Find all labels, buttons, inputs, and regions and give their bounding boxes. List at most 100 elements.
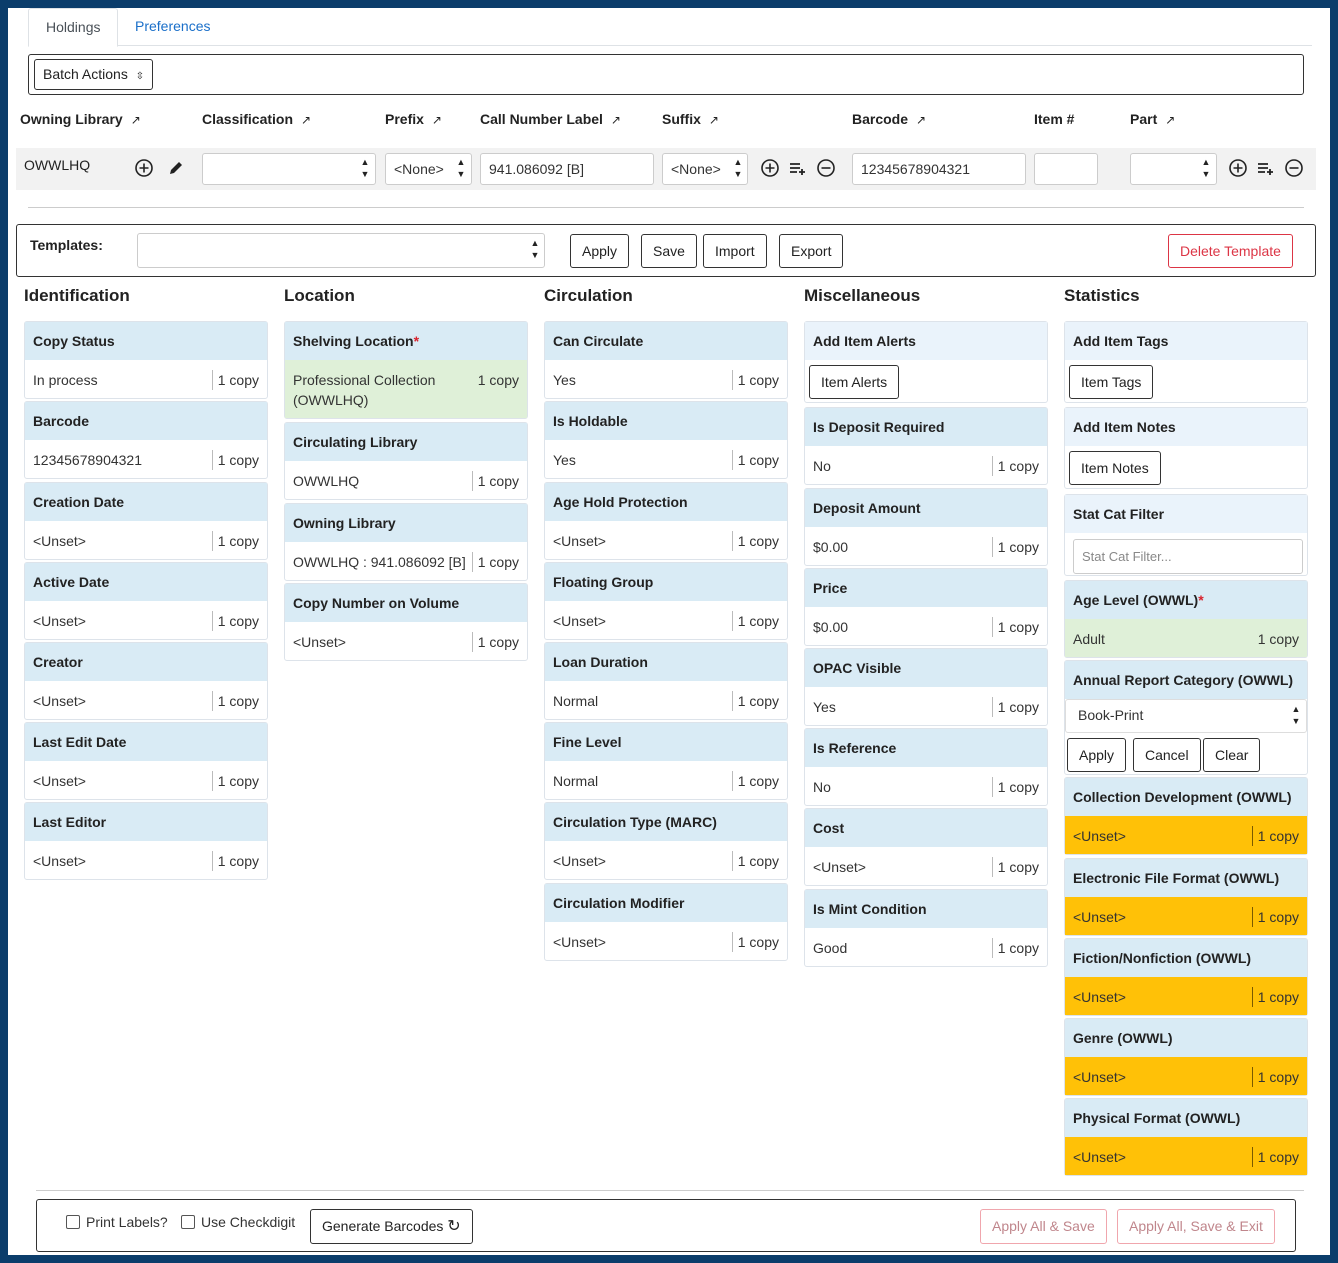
field-card[interactable]: Can Circulate Yes 1 copy <box>544 321 788 399</box>
export-template-button[interactable]: Export <box>779 234 844 268</box>
field-card[interactable]: Copy Status In process 1 copy <box>24 321 268 399</box>
barcode-input[interactable]: 12345678904321 <box>852 153 1026 185</box>
field-card[interactable]: Fiction/Nonfiction (OWWL) <Unset> 1 copy <box>1064 938 1308 1016</box>
field-card[interactable]: Copy Number on Volume <Unset> 1 copy <box>284 583 528 661</box>
field-label: Last Editor <box>25 803 267 841</box>
generate-barcodes-button[interactable]: Generate Barcodes ↻ <box>310 1209 473 1244</box>
field-card[interactable]: Age Level (OWWL)* Adult 1 copy <box>1064 580 1308 658</box>
field-card[interactable]: Shelving Location* Professional Collectio… <box>284 321 528 419</box>
header-prefix[interactable]: Prefix ↗ <box>385 111 442 127</box>
field-card[interactable]: Active Date <Unset> 1 copy <box>24 562 268 640</box>
copy-count: 1 copy <box>211 531 259 551</box>
copy-count: 1 copy <box>1251 907 1299 927</box>
field-card[interactable]: Owning Library OWWLHQ : 941.086092 [B] 1 c… <box>284 503 528 581</box>
divider <box>36 1190 1304 1191</box>
header-barcode[interactable]: Barcode ↗ <box>852 111 926 127</box>
field-card[interactable]: Is Mint Condition Good 1 copy <box>804 889 1048 967</box>
item-notes-button[interactable]: Item Notes <box>1069 451 1161 485</box>
use-checkdigit-checkbox[interactable]: Use Checkdigit <box>181 1214 295 1230</box>
templates-bar: Templates: ▲ ▼ Apply Save Import Export D… <box>16 224 1316 277</box>
import-template-button[interactable]: Import <box>703 234 767 268</box>
add-multiple-copies-icon[interactable] <box>788 158 808 178</box>
remove-copy-icon[interactable] <box>1284 158 1304 178</box>
apply-all-save-exit-button[interactable]: Apply All, Save & Exit <box>1117 1209 1275 1244</box>
field-card[interactable]: Loan Duration Normal 1 copy <box>544 642 788 720</box>
print-labels-checkbox[interactable]: Print Labels? <box>66 1214 168 1230</box>
field-card[interactable]: Is Holdable Yes 1 copy <box>544 401 788 479</box>
stat-cat-filter-input[interactable]: Stat Cat Filter... <box>1073 539 1303 574</box>
field-label: Loan Duration <box>545 643 787 681</box>
field-value: <Unset> <box>1073 828 1126 844</box>
field-label: Is Holdable <box>545 402 787 440</box>
apply-template-button[interactable]: Apply <box>570 234 630 268</box>
field-label: Physical Format (OWWL) <box>1065 1099 1307 1137</box>
header-part-label: Part <box>1130 111 1158 127</box>
classification-select[interactable] <box>202 153 376 185</box>
field-card[interactable]: Creation Date <Unset> 1 copy <box>24 482 268 560</box>
header-classification[interactable]: Classification ↗ <box>202 111 311 127</box>
template-select[interactable] <box>137 233 545 268</box>
prefix-value: <None> <box>394 161 444 177</box>
header-owning-library[interactable]: Owning Library ↗ <box>20 111 141 127</box>
sort-icon: ↗ <box>1165 113 1176 127</box>
apply-all-save-button[interactable]: Apply All & Save <box>980 1209 1107 1244</box>
item-alerts-button[interactable]: Item Alerts <box>809 365 900 399</box>
header-part[interactable]: Part ↗ <box>1130 111 1175 127</box>
field-card[interactable]: Physical Format (OWWL) <Unset> 1 copy <box>1064 1098 1308 1176</box>
edit-pencil-icon[interactable] <box>166 158 186 178</box>
apply-button[interactable]: Apply <box>1067 738 1127 772</box>
field-card[interactable]: Creator <Unset> 1 copy <box>24 642 268 720</box>
add-volume-icon[interactable] <box>134 158 154 178</box>
suffix-select[interactable]: <None> <box>662 153 748 185</box>
add-multiple-copies-icon[interactable] <box>1256 158 1276 178</box>
field-card[interactable]: OPAC Visible Yes 1 copy <box>804 648 1048 726</box>
header-suffix[interactable]: Suffix ↗ <box>662 111 719 127</box>
identification-heading: Identification <box>24 286 130 305</box>
field-card[interactable]: Deposit Amount $0.00 1 copy <box>804 488 1048 566</box>
delete-template-button[interactable]: Delete Template <box>1168 234 1293 268</box>
copy-count: 1 copy <box>1257 631 1299 647</box>
item-tags-card: Add Item Tags Item Tags <box>1064 321 1308 403</box>
field-card[interactable]: Circulating Library OWWLHQ 1 copy <box>284 422 528 500</box>
item-tags-button[interactable]: Item Tags <box>1069 365 1154 399</box>
field-card[interactable]: Last Edit Date <Unset> 1 copy <box>24 722 268 800</box>
prefix-select[interactable]: <None> <box>385 153 472 185</box>
add-copy-icon[interactable] <box>1228 158 1248 178</box>
field-card[interactable]: Collection Development (OWWL) <Unset> 1 co… <box>1064 777 1308 855</box>
field-card[interactable]: Last Editor <Unset> 1 copy <box>24 802 268 880</box>
field-value: Good <box>813 940 848 956</box>
copy-count: 1 copy <box>1251 1147 1299 1167</box>
field-card[interactable]: Fine Level Normal 1 copy <box>544 722 788 800</box>
generate-barcodes-label: Generate Barcodes <box>322 1218 444 1234</box>
field-label: Active Date <box>25 563 267 601</box>
part-select[interactable] <box>1130 153 1217 185</box>
add-copy-icon[interactable] <box>760 158 780 178</box>
field-card[interactable]: Age Hold Protection <Unset> 1 copy <box>544 482 788 560</box>
annual-report-select[interactable]: Book-Print <box>1065 699 1307 733</box>
field-value: Yes <box>813 699 836 715</box>
copy-count: 1 copy <box>731 771 779 791</box>
sort-icon: ↗ <box>708 113 719 127</box>
field-card[interactable]: Is Reference No 1 copy <box>804 728 1048 806</box>
copy-count: 1 copy <box>471 471 519 491</box>
tab-holdings[interactable]: Holdings <box>28 8 119 47</box>
field-card[interactable]: Cost <Unset> 1 copy <box>804 808 1048 886</box>
remove-volume-icon[interactable] <box>816 158 836 178</box>
field-label: Is Mint Condition <box>805 890 1047 928</box>
clear-button[interactable]: Clear <box>1203 738 1261 772</box>
field-card[interactable]: Circulation Type (MARC) <Unset> 1 copy <box>544 802 788 880</box>
field-card[interactable]: Circulation Modifier <Unset> 1 copy <box>544 883 788 961</box>
field-card[interactable]: Barcode 12345678904321 1 copy <box>24 401 268 479</box>
field-card[interactable]: Price $0.00 1 copy <box>804 568 1048 646</box>
save-template-button[interactable]: Save <box>641 234 697 268</box>
field-card[interactable]: Is Deposit Required No 1 copy <box>804 407 1048 485</box>
tab-preferences[interactable]: Preferences <box>135 18 211 34</box>
field-card[interactable]: Floating Group <Unset> 1 copy <box>544 562 788 640</box>
cancel-button[interactable]: Cancel <box>1133 738 1201 772</box>
item-number-input[interactable] <box>1034 153 1098 185</box>
call-number-label-input[interactable]: 941.086092 [B] <box>480 153 654 185</box>
field-card[interactable]: Genre (OWWL) <Unset> 1 copy <box>1064 1018 1308 1096</box>
field-card[interactable]: Electronic File Format (OWWL) <Unset> 1 co… <box>1064 858 1308 936</box>
header-call-number-label[interactable]: Call Number Label ↗ <box>480 111 621 127</box>
batch-actions-button[interactable]: Batch Actions ⇳ <box>34 59 154 90</box>
